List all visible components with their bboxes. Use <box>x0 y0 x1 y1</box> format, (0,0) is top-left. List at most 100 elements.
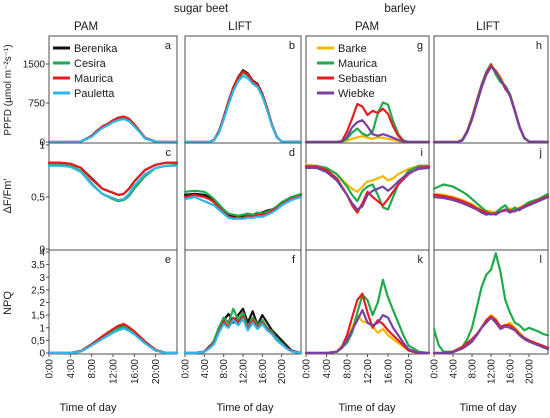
legend-label-sebastian: Sebastian <box>338 73 387 85</box>
x-tick-label: 12:00 <box>239 359 250 384</box>
y-tick-label: 3,5 <box>31 260 45 271</box>
panel-h: h <box>432 35 550 144</box>
y-tick-label: 3 <box>39 273 45 284</box>
series-line-g-sebastian <box>304 102 431 144</box>
y-tick-label: 2,5 <box>31 285 45 296</box>
panel-label-b: b <box>289 40 295 52</box>
panel-j: j <box>432 142 550 251</box>
panel-label-f: f <box>292 254 296 266</box>
x-tick-label: 4:00 <box>322 359 333 379</box>
x-tick-label: 20:00 <box>525 359 536 384</box>
legend-label-cesira: Cesira <box>74 58 107 70</box>
xlabel-col-1: Time of day <box>59 402 117 414</box>
series-line-c-maurica <box>47 161 179 196</box>
panel-a: a 0 750 1500 <box>23 35 179 149</box>
y-tick-label: 1 <box>39 141 45 152</box>
x-tick-label: 12:00 <box>363 359 374 384</box>
x-tick-label: 20:00 <box>404 359 415 384</box>
panel-label-i: i <box>421 147 423 159</box>
y-tick-label: 0,5 <box>31 193 45 204</box>
x-tick-label: 20:00 <box>151 359 162 384</box>
series-line-i-sebastian <box>304 165 431 214</box>
x-tick-label: 4:00 <box>66 359 77 379</box>
panel-frame-e <box>48 249 178 355</box>
x-tick-label: 8:00 <box>468 359 479 379</box>
panel-g: g <box>304 35 431 144</box>
panel-label-l: l <box>540 254 542 266</box>
x-tick-label: 16:00 <box>506 359 517 384</box>
y-tick-label: 0 <box>39 349 45 360</box>
y-tick-label: 1 <box>39 323 45 334</box>
panel-i: i <box>304 142 431 251</box>
y-tick-label: 0 <box>39 245 45 256</box>
legend-label-maurica: Maurica <box>338 58 378 70</box>
x-tick-label: 8:00 <box>343 359 354 379</box>
panel-d: d <box>183 142 303 251</box>
legend-barley: Barke Maurica Sebastian Wiebke <box>317 43 387 100</box>
series-line-f-pauletta <box>183 317 303 355</box>
group-header-sugar-beet: sugar beet <box>174 3 229 15</box>
panel-label-a: a <box>165 40 172 52</box>
ylabel-npq: NPQ <box>2 291 14 315</box>
panel-label-c: c <box>166 147 172 159</box>
ylabel-ppfd: PPFD (µmol m⁻²s⁻¹) <box>3 44 14 135</box>
panel-l: l 0:00 4:00 8:00 12:00 16:00 20:00 <box>430 249 550 384</box>
x-tick-label: 12:00 <box>109 359 120 384</box>
series-line-l-wiebke <box>432 316 550 355</box>
panel-f: f 0:00 4:00 8:00 12:00 16:00 20:00 <box>181 249 303 384</box>
column-header-lift-barley: LIFT <box>476 21 500 33</box>
panel-frame-b <box>184 35 302 144</box>
x-tick-label: 8:00 <box>219 359 230 379</box>
x-tick-label: 4:00 <box>449 359 460 379</box>
panel-frame-h <box>433 35 549 144</box>
panel-label-j: j <box>539 147 542 159</box>
group-header-barley: barley <box>384 3 416 15</box>
column-header-pam-sugar-beet: PAM <box>74 21 98 33</box>
panel-frame-k <box>305 249 430 355</box>
column-header-pam-barley: PAM <box>355 21 379 33</box>
x-tick-label: 0:00 <box>302 359 313 379</box>
panel-label-h: h <box>536 40 542 52</box>
column-header-lift-sugar-beet: LIFT <box>228 21 252 33</box>
x-tick-label: 20:00 <box>277 359 288 384</box>
x-tick-label: 0:00 <box>430 359 441 379</box>
panel-frame-c <box>48 142 178 251</box>
panel-frame-l <box>433 249 549 355</box>
panel-label-d: d <box>289 147 295 159</box>
panel-b: b <box>183 35 303 144</box>
x-tick-label: 4:00 <box>200 359 211 379</box>
legend-label-berenika: Berenika <box>74 43 118 55</box>
x-tick-label: 16:00 <box>130 359 141 384</box>
y-tick-label: 4 <box>39 248 45 259</box>
series-line-e-pauletta <box>47 327 179 355</box>
series-line-k-wiebke <box>304 309 431 355</box>
legend-label-wiebke: Wiebke <box>338 88 375 100</box>
xlabel-col-4: Time of day <box>459 402 517 414</box>
panel-label-g: g <box>417 40 423 52</box>
panel-k: k 0:00 4:00 8:00 12:00 16:00 20:00 <box>302 249 431 384</box>
series-line-d-pauletta <box>183 195 303 220</box>
y-tick-label: 2 <box>39 298 45 309</box>
series-line-i-wiebke <box>304 166 431 211</box>
series-line-j-wiebke <box>432 195 550 216</box>
xlabel-col-2: Time of day <box>216 402 274 414</box>
panel-frame-a <box>48 35 178 144</box>
x-tick-label: 16:00 <box>258 359 269 384</box>
series-line-g-wiebke <box>304 119 431 144</box>
x-tick-label: 12:00 <box>487 359 498 384</box>
x-tick-label: 16:00 <box>384 359 395 384</box>
series-line-a-pauletta <box>47 117 179 144</box>
x-tick-label: 0:00 <box>181 359 192 379</box>
panel-label-e: e <box>165 254 171 266</box>
panel-c: c 0 0,5 1 <box>31 141 179 256</box>
legend-label-pauletta: Pauletta <box>74 88 115 100</box>
x-tick-label: 0:00 <box>45 359 56 379</box>
y-tick-label: 750 <box>28 99 45 110</box>
series-line-b-pauletta <box>183 74 303 144</box>
y-tick-label: 0 <box>39 138 45 149</box>
legend-label-maurica: Maurica <box>74 73 114 85</box>
panel-frame-f <box>184 249 302 355</box>
xlabel-col-3: Time of day <box>338 402 396 414</box>
